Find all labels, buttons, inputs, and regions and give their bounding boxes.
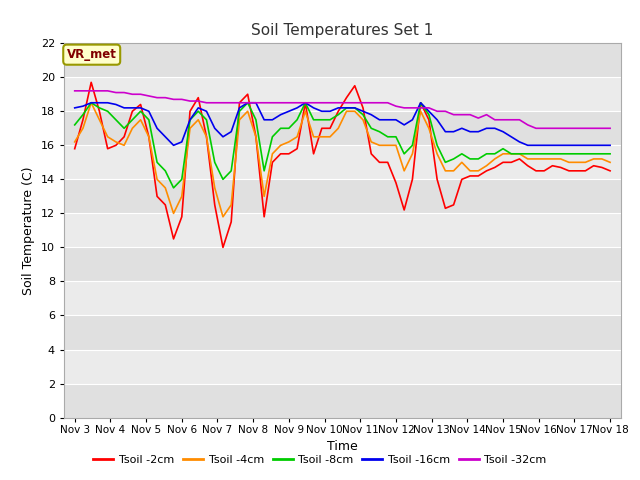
Tsoil -2cm <box>508 159 515 165</box>
Tsoil -2cm <box>326 125 334 131</box>
Tsoil -2cm <box>211 202 219 208</box>
Title: Soil Temperatures Set 1: Soil Temperatures Set 1 <box>252 23 433 38</box>
Tsoil -32cm <box>301 100 309 106</box>
Bar <box>64 315 621 349</box>
Tsoil -2cm <box>318 125 326 131</box>
Tsoil -16cm <box>606 143 614 148</box>
Tsoil -16cm <box>252 100 260 106</box>
Tsoil -32cm <box>532 125 540 131</box>
Tsoil -2cm <box>219 244 227 250</box>
Tsoil -8cm <box>326 117 334 123</box>
Tsoil -4cm <box>252 134 260 140</box>
Tsoil -4cm <box>120 143 128 148</box>
Tsoil -8cm <box>252 117 260 123</box>
Tsoil -16cm <box>318 108 326 114</box>
Bar <box>64 247 621 281</box>
Tsoil -16cm <box>508 134 515 140</box>
Bar <box>64 145 621 180</box>
Tsoil -4cm <box>211 185 219 191</box>
Tsoil -16cm <box>71 105 79 111</box>
Tsoil -4cm <box>71 139 79 145</box>
Tsoil -4cm <box>87 100 95 106</box>
Bar <box>64 214 621 247</box>
Legend: Tsoil -2cm, Tsoil -4cm, Tsoil -8cm, Tsoil -16cm, Tsoil -32cm: Tsoil -2cm, Tsoil -4cm, Tsoil -8cm, Tsoi… <box>89 451 551 469</box>
Tsoil -2cm <box>87 80 95 85</box>
Line: Tsoil -32cm: Tsoil -32cm <box>75 91 610 128</box>
Tsoil -16cm <box>326 108 334 114</box>
Bar <box>64 384 621 418</box>
Tsoil -16cm <box>87 100 95 106</box>
Bar <box>64 180 621 214</box>
Tsoil -32cm <box>203 100 211 106</box>
Tsoil -32cm <box>112 90 120 96</box>
X-axis label: Time: Time <box>327 440 358 453</box>
Bar <box>64 349 621 384</box>
Tsoil -32cm <box>606 125 614 131</box>
Tsoil -8cm <box>606 151 614 156</box>
Tsoil -16cm <box>170 143 177 148</box>
Tsoil -2cm <box>252 134 260 140</box>
Tsoil -32cm <box>573 125 581 131</box>
Line: Tsoil -8cm: Tsoil -8cm <box>75 103 610 188</box>
Tsoil -8cm <box>318 117 326 123</box>
Tsoil -4cm <box>508 151 515 156</box>
Bar <box>64 43 621 77</box>
Tsoil -16cm <box>219 134 227 140</box>
Bar <box>64 111 621 145</box>
Tsoil -4cm <box>318 134 326 140</box>
Line: Tsoil -2cm: Tsoil -2cm <box>75 83 610 247</box>
Tsoil -8cm <box>508 151 515 156</box>
Tsoil -32cm <box>236 100 243 106</box>
Tsoil -4cm <box>326 134 334 140</box>
Tsoil -32cm <box>71 88 79 94</box>
Line: Tsoil -16cm: Tsoil -16cm <box>75 103 610 145</box>
Tsoil -2cm <box>71 146 79 152</box>
Bar <box>64 77 621 111</box>
Tsoil -8cm <box>120 125 128 131</box>
Tsoil -8cm <box>219 177 227 182</box>
Line: Tsoil -4cm: Tsoil -4cm <box>75 103 610 217</box>
Tsoil -2cm <box>120 134 128 140</box>
Tsoil -8cm <box>71 122 79 128</box>
Tsoil -4cm <box>219 214 227 220</box>
Tsoil -16cm <box>120 105 128 111</box>
Tsoil -8cm <box>87 100 95 106</box>
Tsoil -32cm <box>491 117 499 123</box>
Text: VR_met: VR_met <box>67 48 116 61</box>
Tsoil -2cm <box>606 168 614 174</box>
Tsoil -8cm <box>170 185 177 191</box>
Y-axis label: Soil Temperature (C): Soil Temperature (C) <box>22 166 35 295</box>
Bar <box>64 281 621 315</box>
Tsoil -4cm <box>606 159 614 165</box>
